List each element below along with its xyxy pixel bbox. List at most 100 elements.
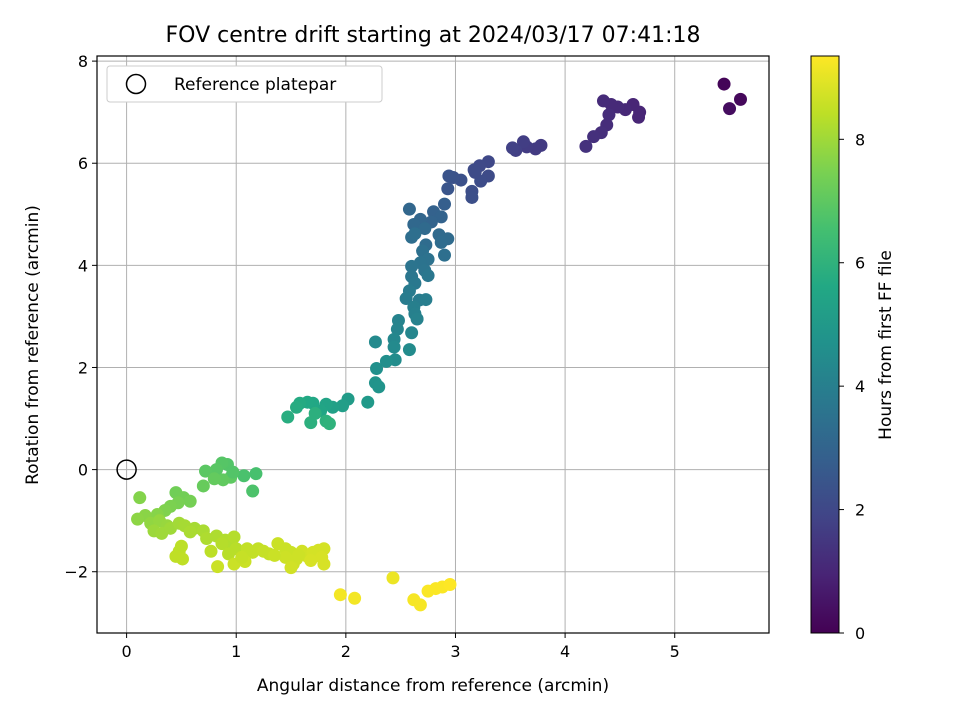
y-tick-label: 4: [78, 256, 88, 275]
scatter-point: [434, 235, 448, 249]
scatter-point: [468, 165, 482, 179]
scatter-point: [723, 102, 737, 116]
scatter-point: [402, 202, 416, 216]
scatter-point: [268, 548, 282, 562]
scatter-point: [249, 467, 263, 481]
scatter-point: [434, 210, 448, 224]
scatter-point: [226, 465, 240, 479]
x-tick-label: 5: [670, 642, 680, 661]
scatter-point: [717, 77, 731, 91]
scatter-point: [408, 227, 422, 241]
scatter-point: [387, 340, 401, 354]
legend-marker-open-circle: [125, 73, 147, 95]
grid-lines: [97, 56, 769, 633]
scatter-point: [443, 577, 457, 591]
scatter-point: [442, 169, 456, 183]
scatter-point: [419, 293, 433, 307]
scatter-point: [215, 537, 229, 551]
scatter-point: [292, 548, 306, 562]
scatter-point: [441, 182, 455, 196]
scatter-point: [370, 361, 384, 375]
colorbar-label: Hours from first FF file: [876, 250, 896, 440]
y-tick-label: 2: [78, 358, 88, 377]
x-tick-label: 2: [341, 642, 351, 661]
plot-frame: [96, 55, 770, 634]
x-axis-ticks: 0 1 2 3 4 5: [122, 633, 680, 661]
y-tick-label: −2: [64, 563, 88, 582]
scatter-point: [418, 222, 432, 236]
scatter-point: [372, 380, 386, 394]
scatter-point: [204, 544, 218, 558]
scatter-point: [336, 399, 350, 413]
scatter-point: [211, 560, 225, 574]
scatter-point: [390, 322, 404, 336]
scatter-point: [399, 292, 413, 306]
y-axis-ticks: −2 0 2 4 6 8: [64, 52, 97, 582]
scatter-point: [579, 139, 593, 153]
scatter-point: [227, 530, 241, 544]
colorbar-tick-label: 8: [855, 130, 865, 149]
data-points: [116, 77, 747, 612]
legend: Reference platepar: [106, 65, 383, 103]
x-tick-label: 1: [231, 642, 241, 661]
scatter-point: [587, 130, 601, 144]
scatter-point: [222, 547, 236, 561]
colorbar-tick-label: 2: [855, 501, 865, 520]
colorbar-tick-label: 4: [855, 377, 865, 396]
scatter-point: [516, 135, 530, 149]
scatter-point: [402, 343, 416, 357]
scatter-point: [281, 410, 295, 424]
y-axis-label: Rotation from reference (arcmin): [23, 205, 43, 485]
colorbar: [810, 55, 840, 634]
scatter-point: [405, 259, 419, 273]
scatter-point: [410, 312, 424, 326]
y-tick-label: 6: [78, 154, 88, 173]
scatter-point: [183, 494, 197, 508]
scatter-point: [133, 491, 147, 505]
scatter-point: [361, 395, 375, 409]
scatter-point: [196, 479, 210, 493]
x-tick-label: 3: [450, 642, 460, 661]
scatter-point: [200, 532, 214, 546]
scatter-point: [633, 105, 647, 119]
scatter-point: [308, 406, 322, 420]
y-tick-label: 0: [78, 461, 88, 480]
scatter-point: [505, 141, 519, 155]
scatter-point: [386, 571, 400, 585]
scatter-point: [183, 525, 197, 539]
scatter-point: [176, 552, 190, 566]
scatter-point: [246, 484, 260, 498]
scatter-point: [368, 335, 382, 349]
scatter-point: [290, 400, 304, 414]
scatter-point: [596, 94, 610, 108]
scatter-point: [235, 550, 249, 564]
x-tick-label: 4: [560, 642, 570, 661]
scatter-point: [207, 472, 221, 486]
scatter-point: [199, 464, 213, 478]
x-tick-label: 0: [122, 642, 132, 661]
reference-platepar-marker: [116, 459, 137, 480]
scatter-point: [733, 92, 747, 106]
scatter-point: [284, 561, 298, 575]
scatter-point: [131, 512, 145, 526]
scatter-point: [348, 591, 362, 605]
scatter-point: [413, 598, 427, 612]
scatter-point: [421, 269, 435, 283]
scatter-point: [438, 248, 452, 262]
scatter-point: [379, 354, 393, 368]
scatter-point: [304, 553, 318, 567]
legend-label: Reference platepar: [174, 75, 336, 95]
colorbar-tick-label: 6: [855, 254, 865, 273]
legend-box: [106, 65, 383, 103]
colorbar-ticks: 0 2 4 6 8: [839, 130, 865, 643]
scatter-point: [602, 108, 616, 122]
x-axis-label: Angular distance from reference (arcmin): [257, 676, 609, 696]
colorbar-tick-label: 0: [855, 624, 865, 643]
scatter-point: [322, 417, 336, 431]
scatter-point: [333, 588, 347, 602]
scatter-point: [438, 197, 452, 211]
chart-title: FOV centre drift starting at 2024/03/17 …: [166, 23, 701, 48]
scatter-point: [237, 469, 251, 483]
scatter-point: [317, 557, 331, 571]
